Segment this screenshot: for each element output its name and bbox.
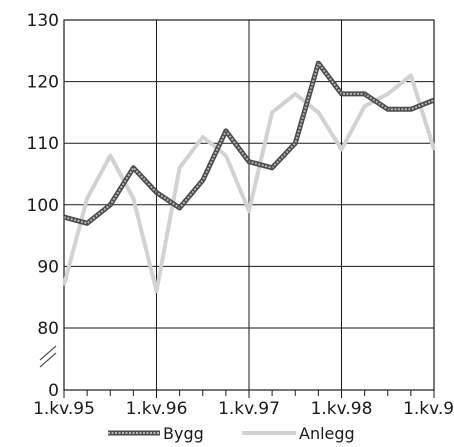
- data-point: [410, 108, 412, 111]
- data-point: [201, 136, 204, 138]
- data-point: [155, 290, 158, 292]
- y-tick-label: 80: [37, 319, 59, 339]
- axis-break-mark: [39, 352, 57, 368]
- data-point: [109, 204, 112, 206]
- data-point: [317, 62, 320, 64]
- legend-label: Anlegg: [299, 424, 355, 443]
- data-point: [248, 210, 250, 212]
- legend-item-anlegg: Anlegg: [242, 424, 355, 443]
- data-point: [225, 130, 227, 132]
- y-tick-label: 0: [48, 381, 59, 401]
- y-tick-label: 130: [27, 11, 59, 31]
- data-point: [63, 216, 65, 218]
- axes: 0 80 90 100 110 120 130 1.kv.95 1.kv.96 1.kv.97 1.…: [27, 11, 454, 419]
- data-point: [86, 222, 88, 225]
- data-point: [386, 108, 389, 111]
- x-tick-label: 1.kv.97: [218, 399, 280, 419]
- data-point: [363, 93, 366, 95]
- data-point: [155, 191, 158, 194]
- data-point: [248, 160, 250, 163]
- legend-item-bygg: Bygg: [108, 424, 204, 443]
- data-point: [178, 207, 181, 209]
- data-point: [294, 142, 297, 144]
- y-tick-label: 100: [27, 196, 59, 216]
- data-point: [63, 284, 65, 286]
- data-point: [178, 167, 181, 169]
- x-tick-label: 1.kv.98: [311, 399, 373, 419]
- axis-break-mark: [39, 345, 57, 361]
- series-layer: [62, 60, 436, 293]
- data-point: [433, 148, 435, 151]
- data-point: [363, 105, 366, 108]
- x-tick-label: 1.kv.96: [126, 399, 188, 419]
- data-point: [340, 148, 343, 151]
- series-bygg: [63, 60, 435, 226]
- legend: Bygg Anlegg: [108, 424, 355, 443]
- y-tick-label: 110: [27, 134, 59, 154]
- y-tick-label: 90: [37, 257, 59, 277]
- data-point: [225, 154, 227, 157]
- data-point: [410, 74, 412, 77]
- data-point: [109, 154, 112, 157]
- data-point: [294, 93, 297, 95]
- legend-label: Bygg: [163, 424, 204, 443]
- y-tick-label: 120: [27, 73, 59, 93]
- data-point: [386, 93, 389, 95]
- data-point: [340, 93, 343, 95]
- data-point: [86, 197, 88, 200]
- data-point: [271, 167, 273, 169]
- data-point: [317, 111, 320, 114]
- data-point: [201, 179, 204, 181]
- data-point: [433, 99, 435, 101]
- data-point: [271, 111, 273, 114]
- data-point: [132, 197, 135, 200]
- data-point: [132, 167, 135, 169]
- x-tick-label: 1.kv.95: [33, 399, 95, 419]
- x-tick-label: 1.kv.99: [403, 399, 454, 419]
